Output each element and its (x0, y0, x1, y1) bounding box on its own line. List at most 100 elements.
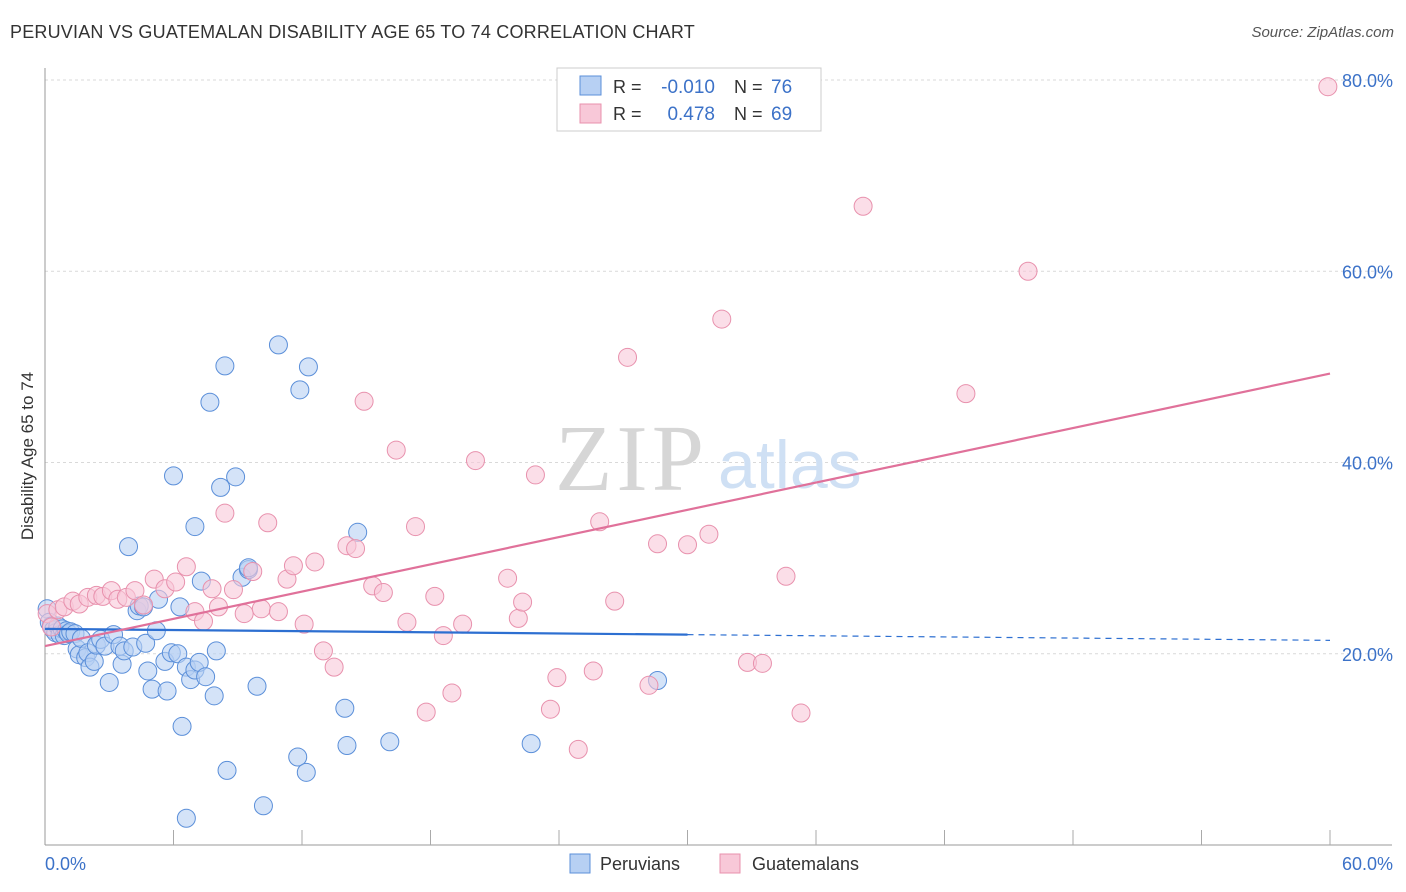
peruvians-point (138, 661, 158, 681)
guatemalans-point (354, 391, 374, 411)
peruvians-point (157, 681, 177, 701)
series-legend-swatch-guatemalans (719, 853, 741, 874)
guatemalans-point (41, 617, 61, 637)
guatemalans-point (699, 524, 719, 544)
guatemalans-point (791, 703, 811, 723)
trend-lines (44, 372, 1331, 648)
y-tick-label: 80.0% (1342, 71, 1393, 91)
guatemalans-point (433, 626, 453, 646)
axis-ticks: 20.0% 40.0% 60.0% 80.0% 0.0% 60.0% (45, 71, 1393, 874)
guatemalans-point (416, 702, 436, 722)
guatemalans-point (513, 592, 533, 612)
peruvians-point (226, 467, 246, 487)
guatemalans-point (125, 581, 145, 601)
guatemalans-point (305, 552, 325, 572)
peruvians-point (84, 651, 104, 671)
guatemalans-point (397, 612, 417, 632)
y-tick-label: 20.0% (1342, 645, 1393, 665)
legend-r-label-peruvians: R = (613, 77, 642, 97)
peruvians-point (204, 686, 224, 706)
legend-n-label-guatemalans: N = (734, 104, 763, 124)
peruvians-point (168, 644, 188, 664)
chart-title: PERUVIAN VS GUATEMALAN DISABILITY AGE 65… (10, 22, 695, 42)
peruvians-point (247, 676, 267, 696)
guatemalans-point (202, 579, 222, 599)
guatemalans-point (508, 608, 528, 628)
guatemalans-point (568, 739, 588, 759)
peruvians-point (200, 392, 220, 412)
legend-n-value-guatemalans: 69 (771, 104, 792, 125)
guatemalans-point (313, 641, 333, 661)
legend-swatch-peruvians (579, 75, 602, 96)
peruvians-point (206, 641, 226, 661)
guatemalans-point (540, 699, 560, 719)
peruvians-point (335, 698, 355, 718)
y-tick-label: 40.0% (1342, 454, 1393, 474)
guatemalans-point (223, 580, 243, 600)
guatemalans-point (1318, 77, 1338, 97)
source-credit: Source: ZipAtlas.com (1251, 24, 1394, 41)
legend-n-label-peruvians: N = (734, 77, 763, 97)
legend-r-label-guatemalans: R = (613, 104, 642, 124)
guatemalans-point (294, 614, 314, 634)
y-axis-label: Disability Age 65 to 74 (18, 372, 37, 540)
guatemalans-point (525, 465, 545, 485)
stats-legend: R = -0.010 N = 76 R = 0.478 N = 69 (556, 67, 822, 132)
peruvians-point (296, 762, 316, 782)
guatemalans-point (166, 572, 186, 592)
guatemalans-point (243, 562, 263, 582)
guatemalans-point (590, 512, 610, 532)
y-tick-label: 60.0% (1342, 262, 1393, 282)
guatemalans-point (618, 347, 638, 367)
peruvians-trend-line (44, 627, 688, 636)
x-tick-label: 0.0% (45, 854, 86, 874)
peruvians-point (298, 357, 318, 377)
guatemalans-point (639, 675, 659, 695)
axes (44, 68, 1392, 846)
peruvians-point (119, 537, 139, 557)
peruvians-point (337, 736, 357, 756)
guatemalans-point (752, 653, 772, 673)
x-tick-label: 60.0% (1342, 854, 1393, 874)
guatemalans-point (498, 568, 518, 588)
peruvians-point (99, 672, 119, 692)
series-legend: Peruvians Guatemalans (569, 853, 859, 874)
guatemalans-point (373, 583, 393, 603)
guatemalans-point (648, 534, 668, 554)
guatemalans-point (583, 661, 603, 681)
guatemalans-point (453, 614, 473, 634)
legend-r-value-peruvians: -0.010 (661, 77, 715, 98)
peruvians-point (172, 716, 192, 736)
peruvians-point (521, 734, 541, 754)
guatemalans-point (258, 513, 278, 533)
peruvians-point (211, 477, 231, 497)
guatemalans-point (234, 604, 254, 624)
guatemalans-point (956, 384, 976, 404)
peruvians-point (136, 633, 156, 653)
guatemalans-point (324, 657, 344, 677)
peruvians-point (215, 356, 235, 376)
guatemalans-point (776, 566, 796, 586)
guatemalans-point (853, 196, 873, 216)
guatemalans-trend-line (44, 372, 1331, 648)
series-legend-swatch-peruvians (569, 853, 591, 874)
watermark-atlas: atlas (718, 427, 862, 503)
legend-n-value-peruvians: 76 (771, 77, 792, 98)
peruvians-point (253, 796, 273, 816)
legend-swatch-guatemalans (579, 103, 602, 124)
guatemalans-point (465, 451, 485, 471)
peruvians-point (164, 466, 183, 486)
guatemalans-point (1018, 261, 1038, 281)
peruvians-point (288, 747, 308, 767)
guatemalans-point (442, 683, 462, 703)
peruvians-trend-extension (687, 634, 1331, 641)
guatemalans-point (712, 309, 732, 329)
peruvians-point (290, 380, 310, 400)
guatemalans-point (605, 591, 625, 611)
guatemalans-point (386, 440, 406, 460)
guatemalans-point (406, 517, 426, 537)
peruvians-point (176, 808, 196, 828)
guatemalans-point (283, 556, 303, 576)
peruvians-point (217, 760, 237, 780)
